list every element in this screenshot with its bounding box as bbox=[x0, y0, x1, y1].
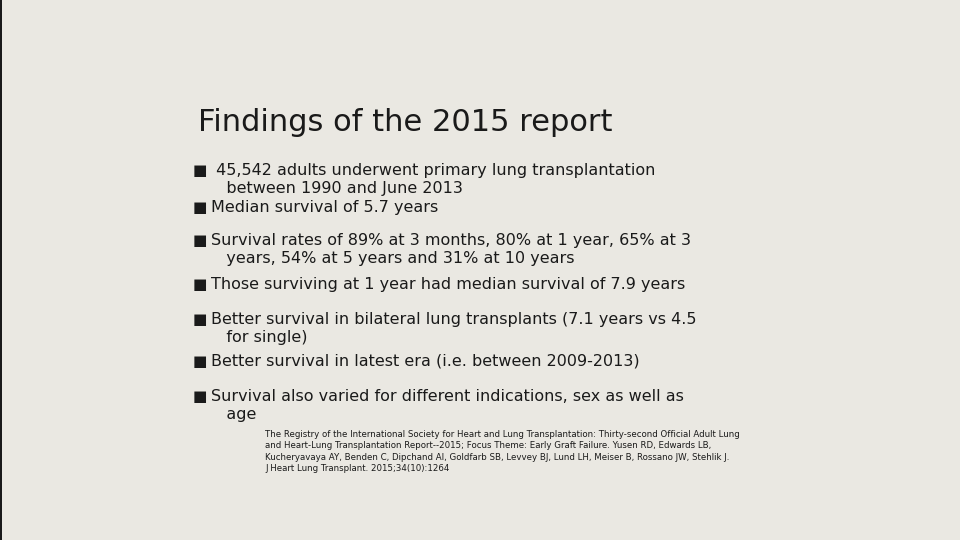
Text: ■: ■ bbox=[193, 354, 207, 369]
Text: ■: ■ bbox=[193, 200, 207, 215]
Text: The Registry of the International Society for Heart and Lung Transplantation: Th: The Registry of the International Societ… bbox=[265, 430, 740, 473]
Text: ■: ■ bbox=[193, 389, 207, 404]
Text: ■: ■ bbox=[193, 163, 207, 178]
Text: Better survival in latest era (i.e. between 2009-2013): Better survival in latest era (i.e. betw… bbox=[211, 354, 639, 369]
Text: Those surviving at 1 year had median survival of 7.9 years: Those surviving at 1 year had median sur… bbox=[211, 277, 685, 292]
Text: Survival also varied for different indications, sex as well as
   age: Survival also varied for different indic… bbox=[211, 389, 684, 422]
Text: Median survival of 5.7 years: Median survival of 5.7 years bbox=[211, 200, 438, 215]
Text: ■: ■ bbox=[193, 277, 207, 292]
Text: ■: ■ bbox=[193, 233, 207, 248]
Text: ■: ■ bbox=[193, 312, 207, 327]
Text: Findings of the 2015 report: Findings of the 2015 report bbox=[198, 109, 612, 138]
Text: Survival rates of 89% at 3 months, 80% at 1 year, 65% at 3
   years, 54% at 5 ye: Survival rates of 89% at 3 months, 80% a… bbox=[211, 233, 691, 266]
Text: 45,542 adults underwent primary lung transplantation
   between 1990 and June 20: 45,542 adults underwent primary lung tra… bbox=[211, 163, 655, 195]
Text: Better survival in bilateral lung transplants (7.1 years vs 4.5
   for single): Better survival in bilateral lung transp… bbox=[211, 312, 696, 345]
